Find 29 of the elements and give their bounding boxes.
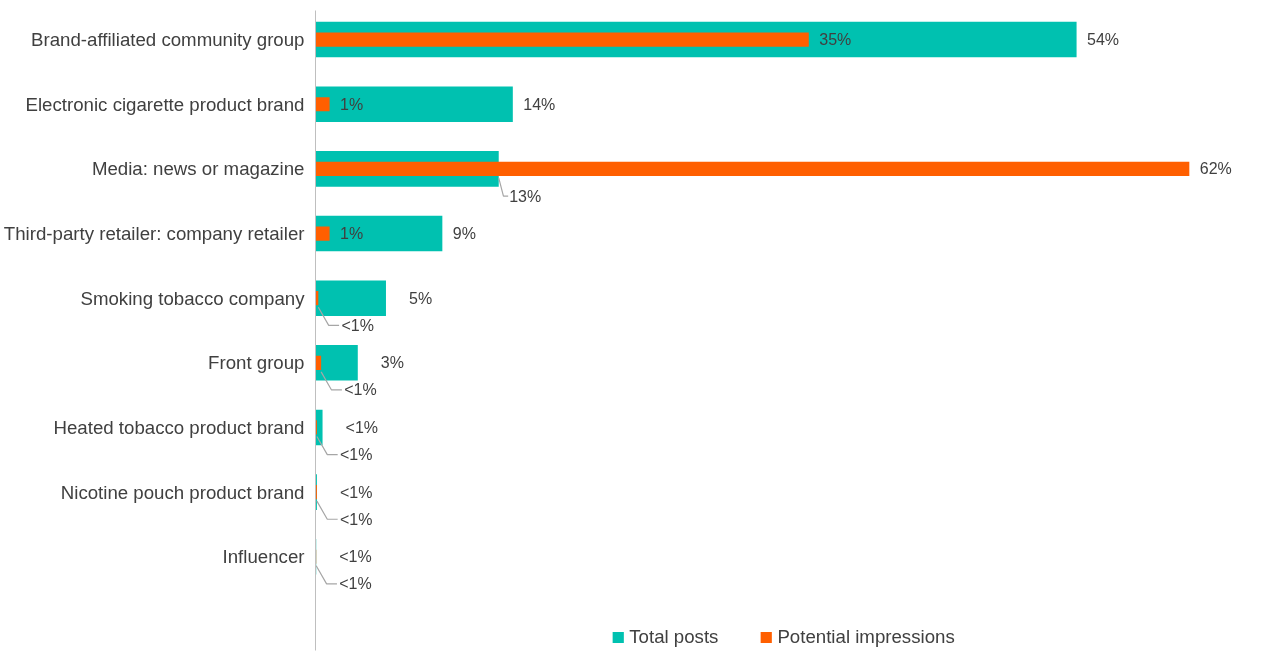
data-label: 62% <box>1199 160 1232 178</box>
data-label: <1% <box>344 381 377 399</box>
y-tick-label: Nicotine pouch product brand <box>60 481 305 503</box>
y-tick-label: Electronic cigarette product brand <box>25 93 305 115</box>
data-label: <1% <box>339 548 372 566</box>
y-tick-label: Front group <box>208 352 305 374</box>
y-tick-label: Brand-affiliated community group <box>31 29 305 51</box>
data-label: 9% <box>452 225 476 243</box>
y-tick-label: Smoking tobacco company <box>80 287 306 309</box>
data-label: 5% <box>409 289 433 307</box>
legend-label: Potential impressions <box>777 626 955 648</box>
data-label: 13% <box>509 187 542 205</box>
y-tick-label: Influencer <box>222 546 305 568</box>
y-tick-label: Media: news or magazine <box>91 158 305 180</box>
data-label: <1% <box>339 446 373 464</box>
y-tick-label: Heated tobacco product brand <box>53 416 305 438</box>
data-label: 14% <box>523 95 556 113</box>
data-label: <1% <box>339 575 372 593</box>
y-tick-label: Third-party retailer: company retailer <box>3 223 305 245</box>
data-label: 1% <box>340 95 364 113</box>
data-label: 3% <box>380 354 404 372</box>
data-label: <1% <box>339 510 373 528</box>
data-label: <1% <box>339 483 373 501</box>
data-label: 1% <box>340 225 364 243</box>
data-label: <1% <box>341 316 374 334</box>
data-label: 35% <box>819 31 852 49</box>
data-label: <1% <box>345 418 379 436</box>
legend-label: Total posts <box>629 626 719 648</box>
data-label: 54% <box>1087 31 1120 49</box>
